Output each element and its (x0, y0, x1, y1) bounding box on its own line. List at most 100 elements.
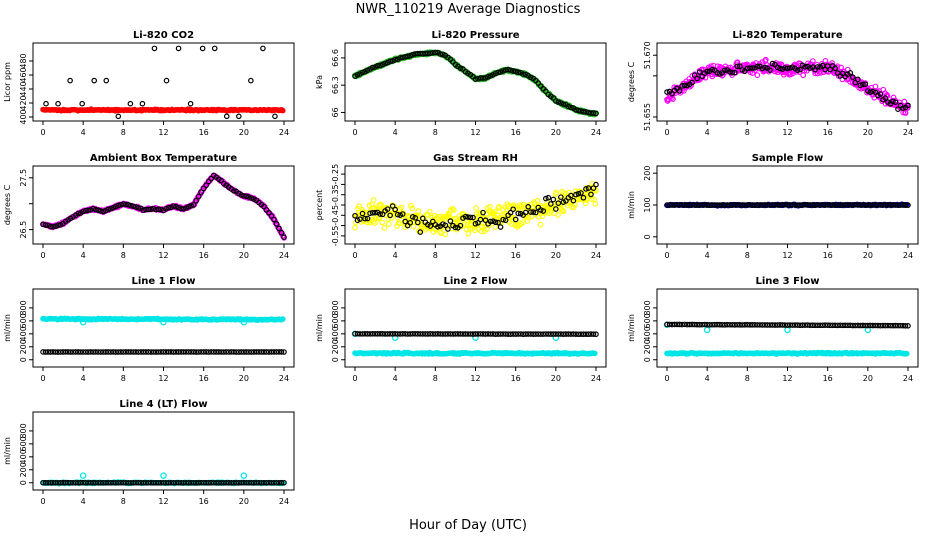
data-point (522, 331, 529, 337)
data-point (248, 349, 255, 355)
data-point (236, 349, 242, 355)
x-tick-label: 0 (40, 251, 45, 260)
x-tick-label: 4 (81, 251, 86, 260)
data-point (165, 349, 172, 355)
data-point (75, 210, 81, 217)
data-point (724, 202, 731, 208)
data-point (92, 206, 99, 213)
data-point (482, 331, 489, 337)
figure-x-axis-label: Hour of Day (UTC) (409, 518, 527, 533)
x-tick-label: 16 (823, 251, 833, 260)
series-raw-outliers (703, 326, 872, 334)
data-point (517, 331, 524, 337)
data-point (671, 321, 678, 328)
data-point (47, 223, 54, 230)
data-point (173, 203, 179, 210)
data-point (395, 220, 402, 226)
data-point (812, 322, 818, 329)
data-point (694, 75, 700, 82)
data-point (689, 202, 695, 208)
data-point (867, 202, 874, 208)
x-tick-label: 4 (81, 497, 86, 506)
data-point (545, 331, 552, 337)
data-point (777, 65, 783, 72)
data-point (240, 318, 248, 326)
data-point (829, 60, 835, 66)
data-point (737, 202, 743, 208)
data-point (520, 71, 526, 77)
data-point (392, 331, 398, 337)
panel-title: Gas Stream RH (433, 153, 518, 164)
data-point (525, 214, 532, 221)
data-point (729, 321, 736, 328)
data-point (359, 331, 366, 337)
data-point (550, 331, 557, 337)
data-point (450, 331, 456, 337)
data-point (419, 215, 426, 222)
data-point (80, 349, 86, 355)
data-point (65, 349, 71, 355)
data-point (404, 331, 411, 337)
data-point (399, 330, 406, 337)
data-point (754, 72, 761, 79)
data-point (814, 322, 821, 329)
data-point (769, 60, 776, 67)
data-point (419, 331, 426, 337)
x-tick-label: 0 (40, 497, 45, 506)
y-tick-label: 420 (19, 95, 28, 110)
data-point (711, 321, 718, 328)
data-point (900, 202, 906, 208)
data-point (890, 98, 896, 105)
data-point (115, 113, 122, 120)
x-tick-label: 20 (551, 251, 561, 260)
data-point (553, 331, 559, 337)
data-point (585, 109, 592, 116)
data-point (842, 322, 849, 329)
data-point (40, 221, 46, 228)
data-point (422, 50, 429, 57)
data-point (271, 216, 277, 223)
data-point (573, 107, 579, 113)
x-tick-label: 16 (199, 128, 209, 137)
data-point (721, 322, 728, 328)
data-point (669, 321, 675, 328)
data-point (739, 202, 746, 208)
data-point (175, 204, 182, 211)
data-point (862, 322, 869, 329)
data-point (357, 216, 363, 222)
data-point (143, 349, 149, 355)
data-point (777, 202, 783, 208)
data-point (542, 195, 549, 202)
panel-ambient: Ambient Box Temperature degrees C 26.5 27.5… (3, 153, 295, 260)
y-tick-label: 600 (19, 436, 28, 451)
data-point (160, 318, 167, 326)
data-point (155, 206, 162, 213)
data-point (802, 322, 808, 328)
data-point (500, 216, 506, 223)
data-point (193, 349, 199, 355)
data-point (45, 349, 51, 355)
data-point (882, 95, 889, 101)
data-point (248, 77, 254, 84)
data-point (679, 321, 685, 328)
data-point (170, 349, 177, 355)
data-point (188, 349, 194, 355)
data-point (676, 87, 683, 94)
data-point (827, 66, 833, 73)
data-point (507, 67, 514, 74)
data-point (409, 330, 416, 337)
data-point (470, 214, 476, 221)
data-point (480, 331, 486, 337)
data-point (510, 331, 516, 337)
data-point (381, 224, 388, 231)
data-point (105, 349, 112, 355)
data-point (278, 229, 285, 236)
x-tick-label: 4 (393, 251, 398, 260)
data-point (198, 349, 204, 355)
data-point (747, 322, 753, 328)
data-point (163, 349, 169, 355)
data-point (684, 321, 690, 328)
